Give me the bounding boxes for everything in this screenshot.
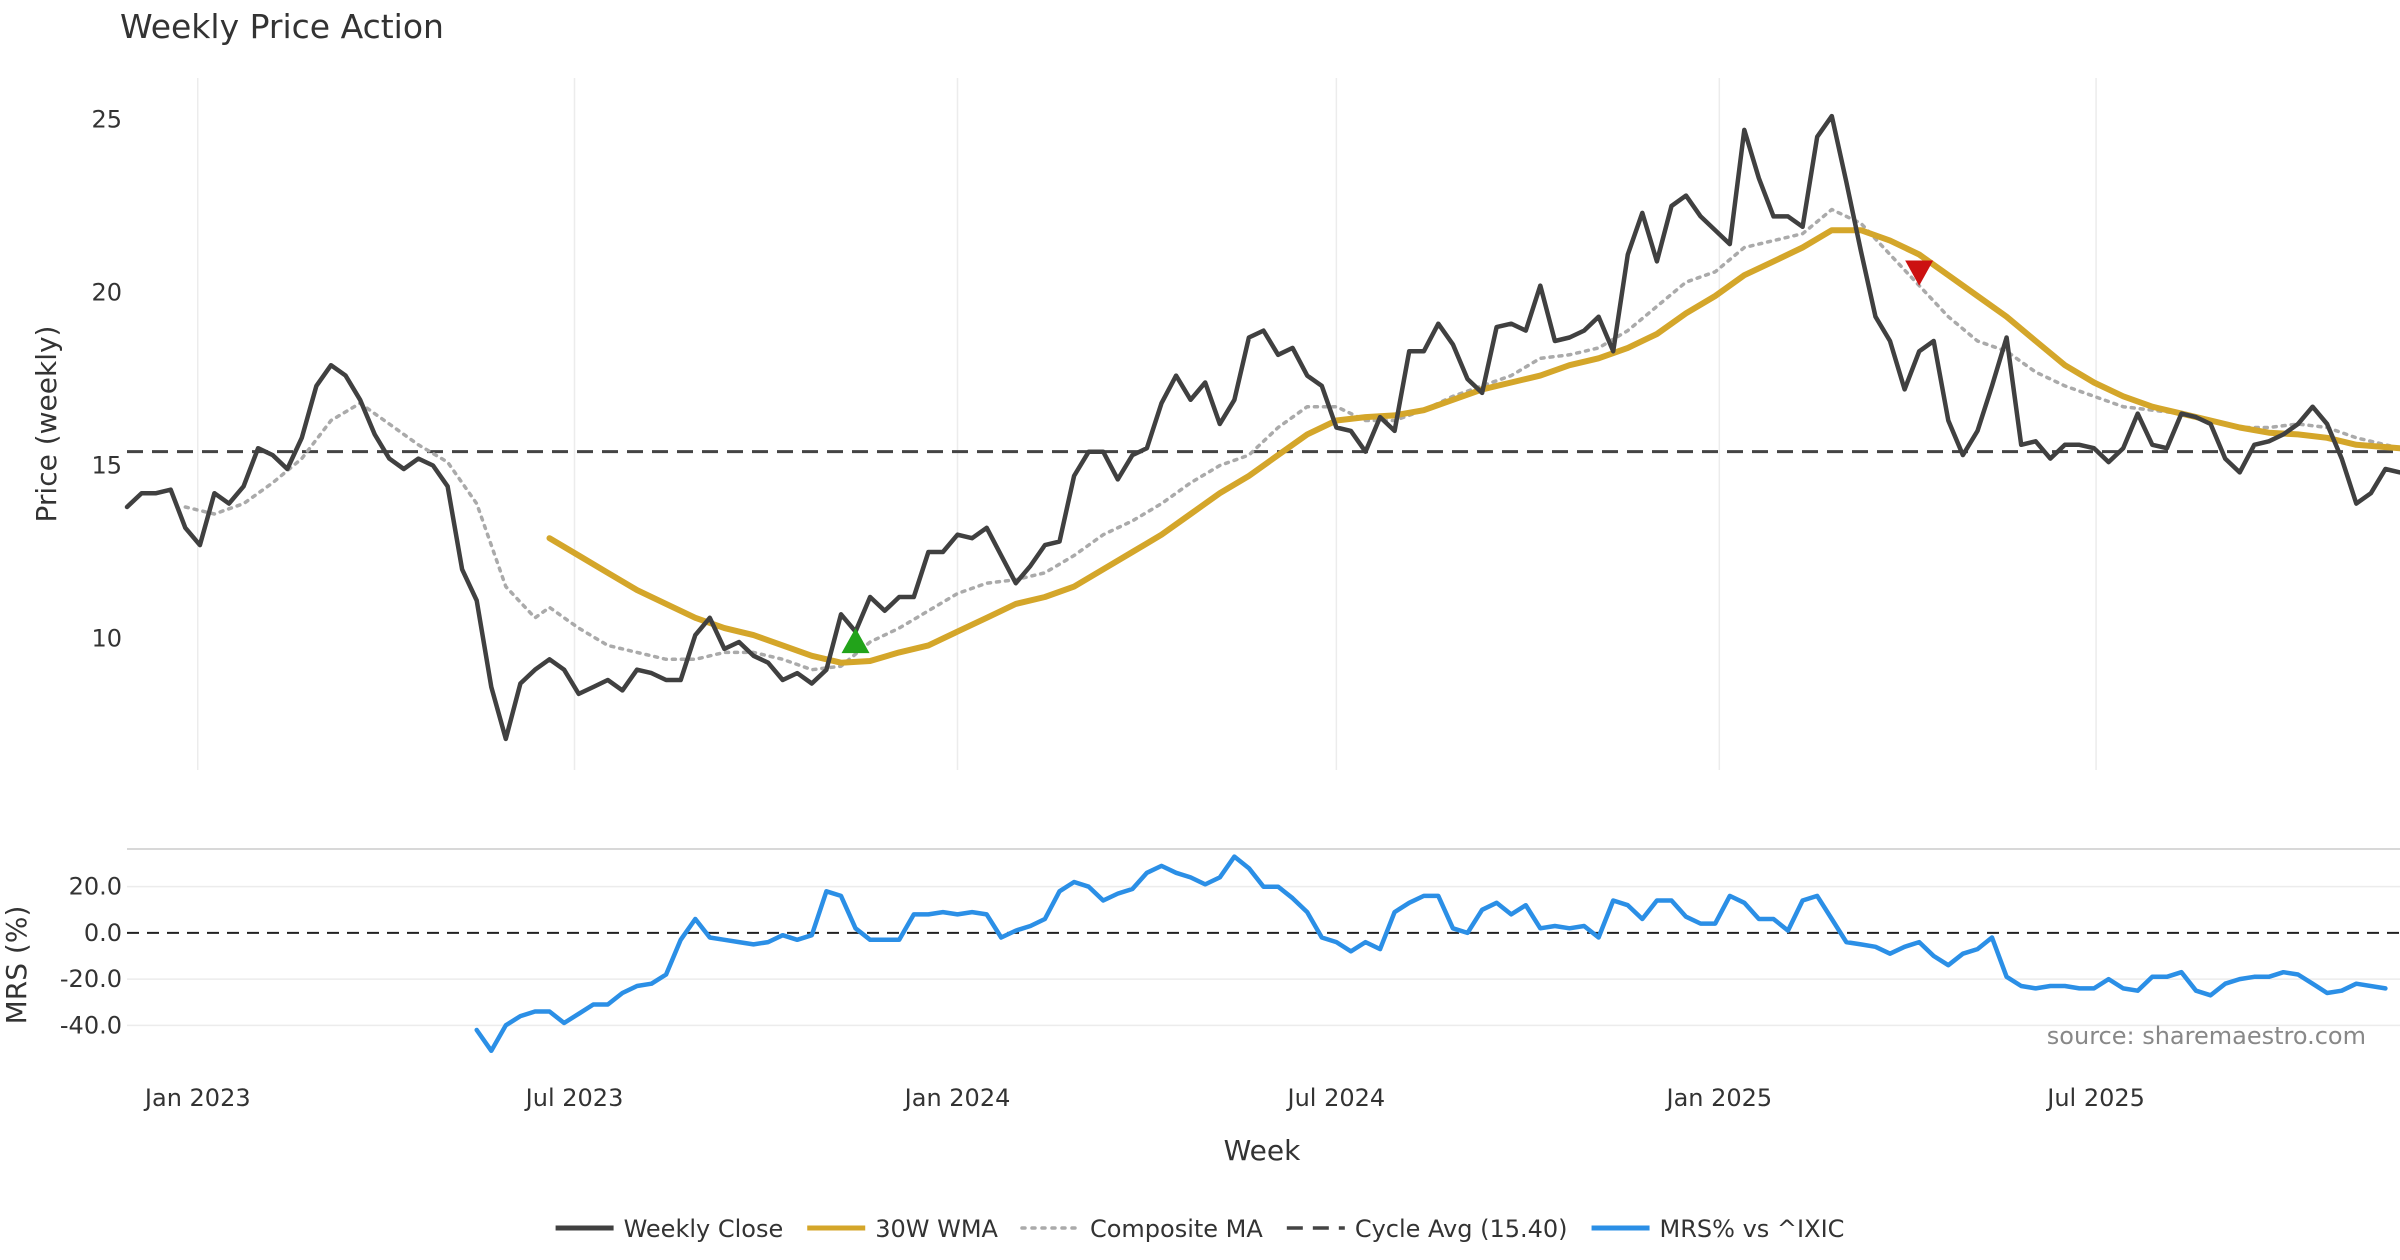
weekly-close-line [124, 113, 2400, 742]
mrs-y-tick-label: 0.0 [84, 919, 122, 947]
mrs-y-tick-label: -40.0 [60, 1011, 122, 1039]
legend-label-composite: Composite MA [1090, 1215, 1263, 1243]
x-tick-label: Jul 2023 [524, 1084, 624, 1112]
signal-markers [841, 260, 1934, 654]
price-y-tick-label: 20 [91, 279, 122, 307]
mrs-series [474, 854, 2388, 1054]
mrs-y-axis-label: MRS (%) [0, 906, 33, 1025]
mrs-y-ticks: 20.0 0.0 -20.0 -40.0 [60, 873, 122, 1040]
x-tick-label: Jul 2024 [1286, 1084, 1386, 1112]
x-tick-label: Jan 2023 [143, 1084, 251, 1112]
wma-30w-line [546, 227, 2400, 666]
legend-label-close: Weekly Close [624, 1215, 784, 1243]
mrs-y-tick-label: -20.0 [60, 965, 122, 993]
price-y-axis-label: Price (weekly) [30, 326, 63, 523]
price-grid [197, 78, 2097, 770]
mrs-line [474, 854, 2388, 1054]
source-credit: source: sharemaestro.com [2047, 1022, 2366, 1050]
mrs-grid [127, 885, 2400, 1027]
legend: Weekly Close 30W WMA Composite MA Cycle Avg… [555, 1215, 1845, 1243]
legend-label-cycle: Cycle Avg (15.40) [1355, 1215, 1568, 1243]
x-ticks: Jan 2023 Jul 2023 Jan 2024 Jul 2024 Jan 2025… [143, 1084, 2145, 1112]
x-tick-label: Jul 2025 [2045, 1084, 2145, 1112]
price-y-tick-label: 25 [91, 106, 122, 134]
legend-label-mrs: MRS% vs ^IXIC [1660, 1215, 1845, 1243]
sell-signal-marker [1905, 260, 1934, 286]
x-axis-label: Week [1224, 1134, 1301, 1167]
x-tick-label: Jan 2024 [903, 1084, 1011, 1112]
chart-title: Weekly Price Action [120, 7, 444, 46]
mrs-y-tick-label: 20.0 [69, 873, 122, 901]
legend-label-wma: 30W WMA [875, 1215, 998, 1243]
composite-ma-line [183, 207, 2400, 672]
x-tick-label: Jan 2025 [1664, 1084, 1772, 1112]
price-series [124, 113, 2400, 742]
price-y-tick-label: 15 [91, 452, 122, 480]
price-y-ticks: 10 15 20 25 [91, 106, 122, 653]
price-y-tick-label: 10 [91, 625, 122, 653]
buy-signal-marker [841, 627, 870, 654]
